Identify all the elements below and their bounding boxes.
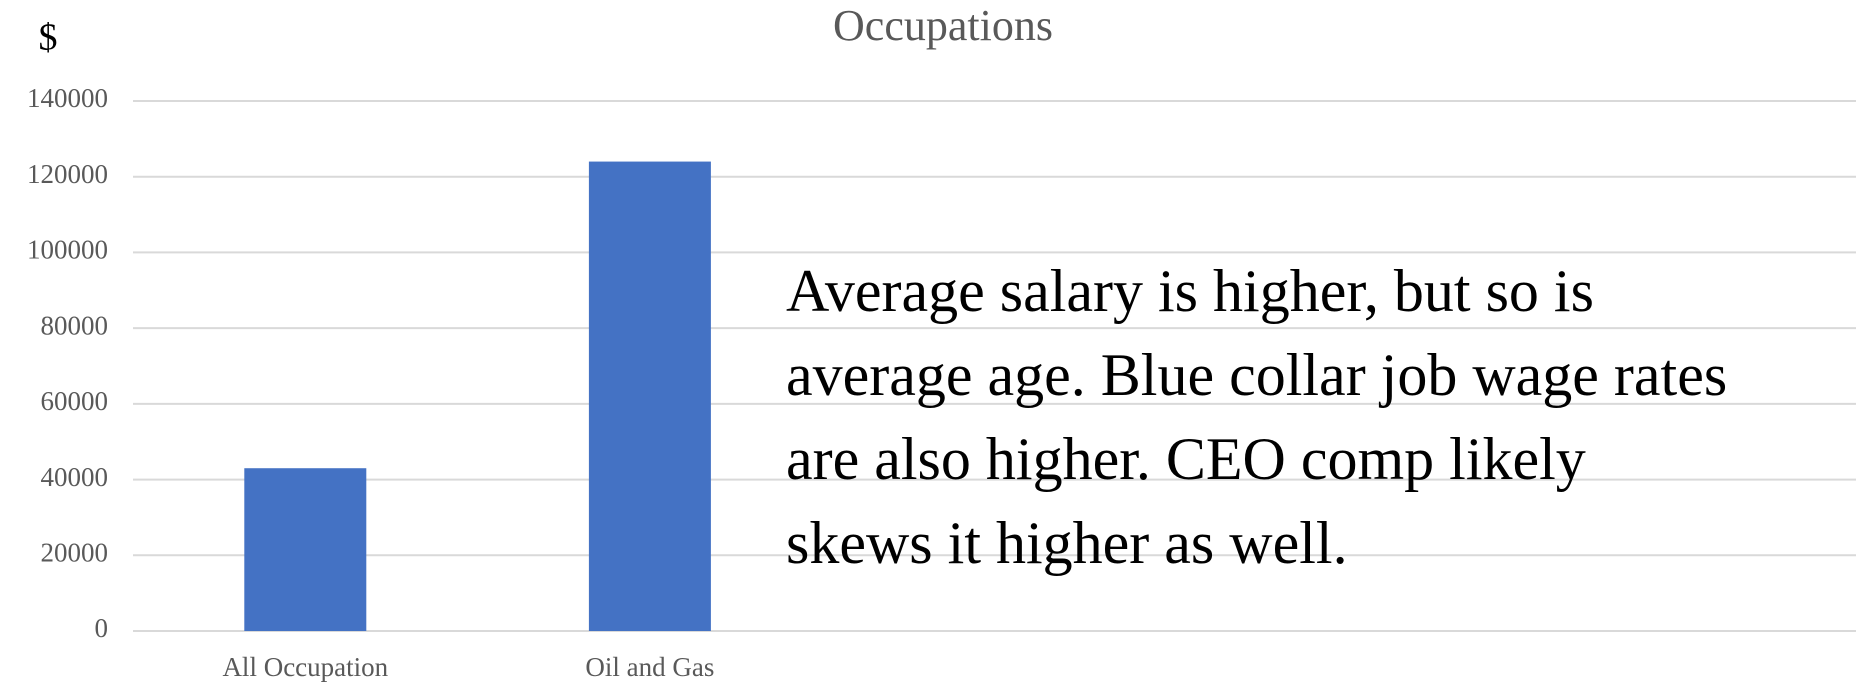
y-axis-label: $ bbox=[39, 17, 58, 59]
y-tick-label: 140000 bbox=[27, 83, 108, 113]
chart-title: Occupations bbox=[833, 1, 1053, 50]
annotation: Average salary is higher, but so is bbox=[786, 258, 1594, 324]
x-tick-label: All Occupation bbox=[222, 652, 388, 682]
bar bbox=[588, 161, 711, 632]
y-tick-label: 80000 bbox=[41, 310, 109, 340]
y-tick-label: 100000 bbox=[27, 235, 108, 265]
annotation: skews it higher as well. bbox=[786, 510, 1348, 576]
y-tick-label: 40000 bbox=[41, 462, 109, 492]
y-tick-label: 20000 bbox=[41, 537, 109, 567]
annotation: average age. Blue collar job wage rates bbox=[786, 342, 1727, 408]
y-tick-label: 60000 bbox=[41, 386, 109, 416]
bar bbox=[244, 468, 367, 631]
annotation: are also higher. CEO comp likely bbox=[786, 426, 1586, 492]
y-tick-label: 0 bbox=[95, 613, 109, 643]
x-tick-label: Oil and Gas bbox=[585, 652, 714, 682]
y-tick-label: 120000 bbox=[27, 159, 108, 189]
